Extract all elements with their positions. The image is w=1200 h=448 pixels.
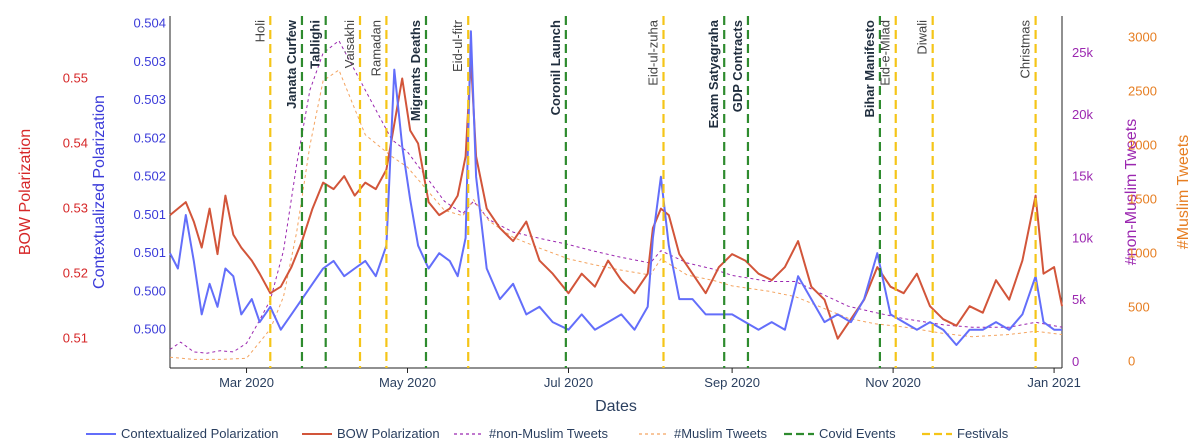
contextualized-y-tick-label: 0.503 [133, 54, 166, 69]
contextualized-y-tick-label: 0.503 [133, 92, 166, 107]
event-label: Eid-ul-fitr [450, 19, 465, 72]
contextualized-y-tick-label: 0.500 [133, 283, 166, 298]
event-label: Holi [252, 20, 267, 43]
x-tick-label: Jan 2021 [1027, 375, 1081, 390]
x-axis-title: Dates [595, 398, 637, 415]
muslim-y-tick-label: 2000 [1128, 138, 1157, 153]
legend-label: Contextualized Polarization [121, 426, 279, 441]
muslim-y-tick-label: 2500 [1128, 84, 1157, 99]
series-line-non_muslim [169, 40, 1063, 354]
contextualized-y-axis-title: Contextualized Polarization [91, 95, 108, 289]
contextualized-y-tick-label: 0.502 [133, 130, 166, 145]
event-label: GDP Contracts [730, 20, 745, 112]
event-label: Janata Curfew [284, 19, 299, 109]
event-label: Exam Satyagraha [706, 19, 721, 128]
non_muslim-y-axis-title: #non-Muslim Tweets [1123, 119, 1140, 265]
legend-label: Festivals [957, 426, 1009, 441]
x-tick-label: Nov 2020 [865, 375, 921, 390]
contextualized-y-tick-label: 0.500 [133, 322, 166, 337]
non_muslim-y-tick-label: 25k [1072, 45, 1093, 60]
bow-y-axis-title: BOW Polarization [17, 129, 34, 255]
bow-y-tick-label: 0.51 [63, 331, 88, 346]
series-line-bow [169, 57, 1063, 340]
muslim-y-axis-title: #Muslim Tweets [1175, 135, 1192, 249]
bow-y-tick-label: 0.55 [63, 70, 88, 85]
legend-label: Covid Events [819, 426, 896, 441]
x-tick-label: Jul 2020 [544, 375, 593, 390]
contextualized-y-tick-label: 0.502 [133, 169, 166, 184]
event-label: Tablighi [308, 20, 323, 69]
muslim-y-tick-label: 3000 [1128, 30, 1157, 45]
muslim-y-tick-label: 1000 [1128, 246, 1157, 261]
non_muslim-y-tick-label: 5k [1072, 292, 1086, 307]
bow-y-tick-label: 0.52 [63, 266, 88, 281]
series-line-muslim [169, 69, 1063, 360]
non_muslim-y-tick-label: 10k [1072, 230, 1093, 245]
contextualized-y-tick-label: 0.501 [133, 245, 166, 260]
series-line-contextualized [169, 30, 1062, 346]
event-label: Vaisakhi [342, 20, 357, 68]
legend-label: #Muslim Tweets [674, 426, 767, 441]
event-label: Migrants Deaths [408, 20, 423, 121]
muslim-y-tick-label: 500 [1128, 300, 1150, 315]
bow-y-tick-label: 0.53 [63, 201, 88, 216]
bow-y-tick-label: 0.54 [63, 136, 88, 151]
non_muslim-y-tick-label: 0 [1072, 354, 1079, 369]
contextualized-y-tick-label: 0.504 [133, 16, 166, 31]
event-label: Eid-ul-zuha [646, 19, 661, 86]
event-label: Ramadan [368, 20, 383, 76]
event-label: Bihar Manifesto [862, 20, 877, 118]
legend-label: #non-Muslim Tweets [489, 426, 608, 441]
legend-label: BOW Polarization [337, 426, 440, 441]
event-label: Eid-e-Milad [878, 20, 893, 86]
muslim-y-tick-label: 1500 [1128, 192, 1157, 207]
contextualized-y-tick-label: 0.501 [133, 207, 166, 222]
muslim-y-tick-label: 0 [1128, 354, 1135, 369]
x-tick-label: Sep 2020 [704, 375, 760, 390]
x-tick-label: May 2020 [379, 375, 436, 390]
non_muslim-y-tick-label: 15k [1072, 169, 1093, 184]
event-label: Diwali [915, 20, 930, 55]
event-label: Christmas [1018, 20, 1033, 79]
x-tick-label: Mar 2020 [219, 375, 274, 390]
event-label: Coronil Launch [548, 20, 563, 115]
non_muslim-y-tick-label: 20k [1072, 107, 1093, 122]
